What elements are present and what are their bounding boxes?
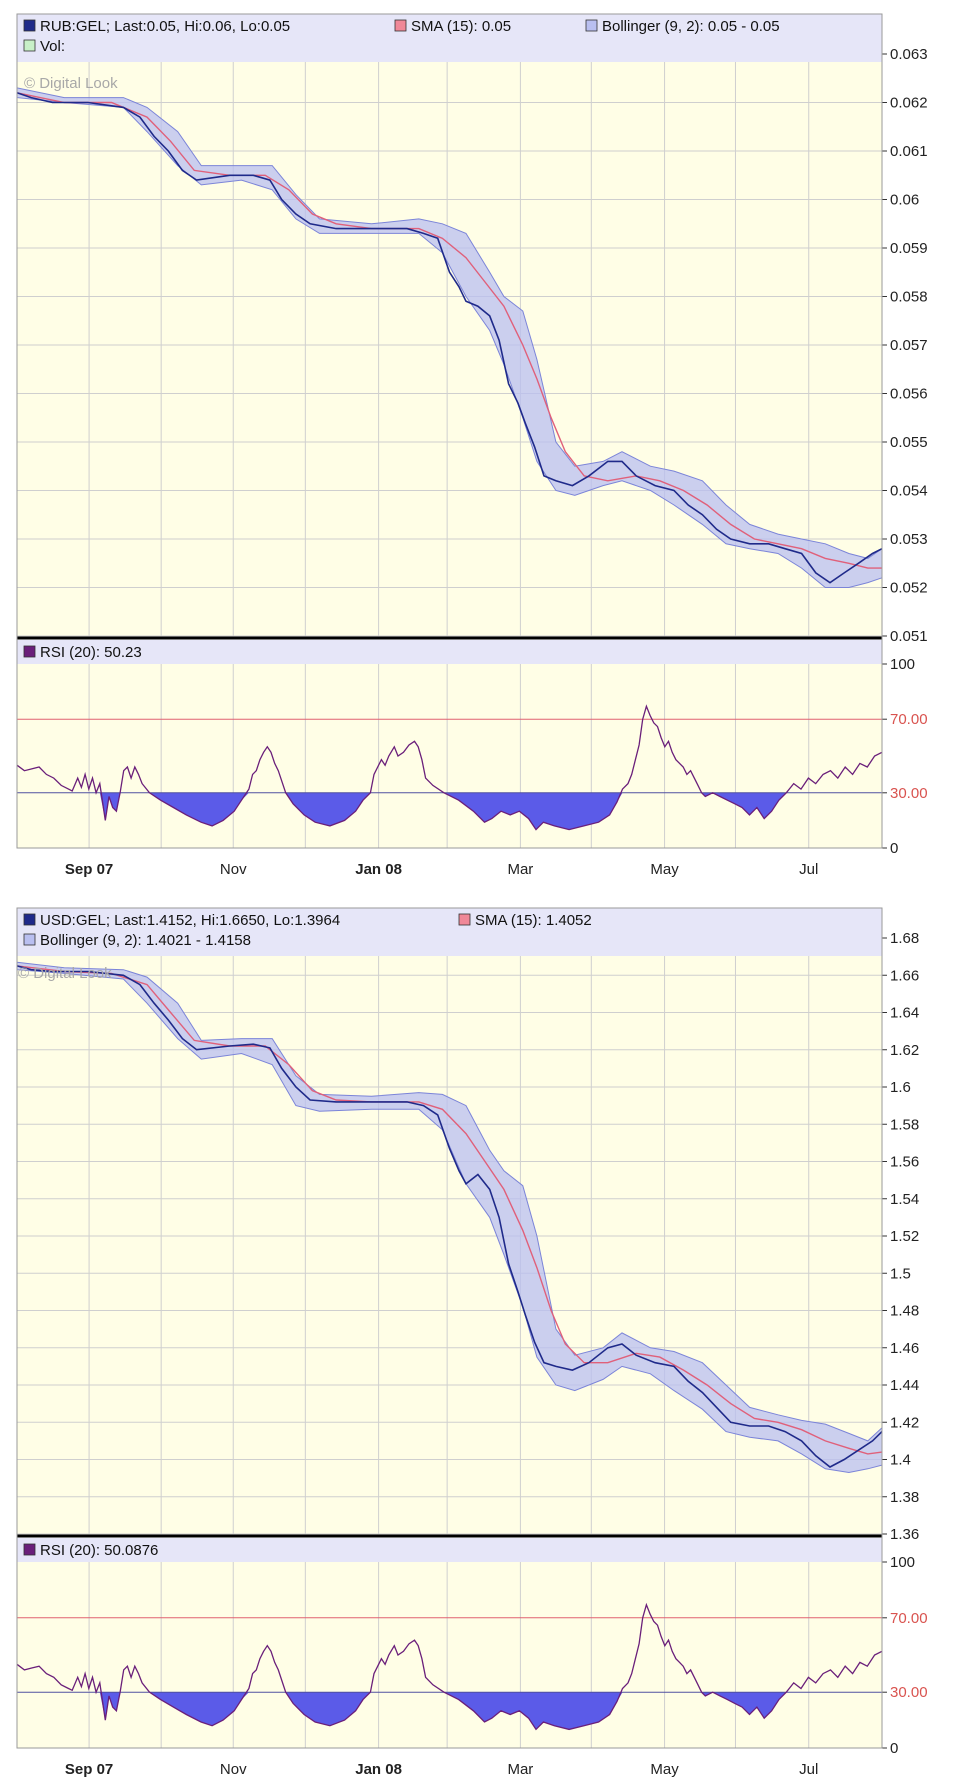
y-tick-label: 1.46 (890, 1340, 919, 1357)
bollinger-legend-label: Bollinger (9, 2): 1.4021 - 1.4158 (40, 932, 251, 949)
usd-gel-chart-svg: © Digital Look USD:GEL; Last:1.4152, Hi:… (16, 907, 928, 1778)
y-tick-label: 1.62 (890, 1042, 919, 1059)
x-tick-label: Nov (220, 1761, 247, 1778)
price-legend-swatch (23, 913, 36, 926)
rsi-y-tick-label: 30.00 (890, 785, 928, 802)
y-tick-label: 0.062 (890, 95, 928, 112)
price-line (16, 965, 883, 1468)
sma-legend-swatch (458, 913, 471, 926)
rsi-panel-bg (17, 640, 882, 848)
y-tick-label: 1.52 (890, 1228, 919, 1245)
y-tick-label: 0.063 (890, 46, 928, 63)
x-tick-label: May (650, 861, 679, 878)
rsi-oversold-fill (17, 1692, 882, 1730)
y-tick-label: 1.56 (890, 1154, 919, 1171)
rsi-y-tick-label: 70.00 (890, 711, 928, 728)
rsi-y-tick-label: 70.00 (890, 1610, 928, 1627)
x-tick-label: Sep 07 (65, 861, 113, 878)
price-legend-swatch (23, 19, 36, 32)
price-horizontal-grid (17, 974, 882, 1535)
rsi-y-tick-label: 100 (890, 656, 915, 673)
y-tick-label: 0.058 (890, 289, 928, 306)
bollinger-legend-swatch (23, 933, 36, 946)
y-tick-label: 1.58 (890, 1116, 919, 1133)
rsi-y-axis: 100 70.00 30.00 0 (882, 656, 928, 857)
legend-bar (17, 14, 882, 62)
x-tick-label: Jul (799, 1761, 818, 1778)
y-tick-label: 0.053 (890, 531, 928, 548)
rsi-y-axis: 100 70.00 30.00 0 (882, 1554, 928, 1757)
rsi-oversold-fill (17, 792, 882, 830)
price-line (16, 92, 883, 584)
bollinger-legend-swatch (585, 19, 598, 32)
x-tick-label: Mar (507, 861, 533, 878)
rsi-legend-bar (17, 640, 882, 664)
rsi-legend-swatch (23, 1543, 36, 1556)
y-tick-label: 1.4 (890, 1452, 911, 1469)
x-tick-label: Jan 08 (355, 861, 402, 878)
price-legend-label: RUB:GEL; Last:0.05, Hi:0.06, Lo:0.05 (40, 18, 290, 35)
rsi-y-tick-label: 0 (890, 1740, 898, 1757)
x-tick-label: Jan 08 (355, 1761, 402, 1778)
y-tick-label: 0.056 (890, 386, 928, 403)
y-tick-label: 0.059 (890, 240, 928, 257)
price-y-axis: 1.68 1.66 1.64 1.62 1.6 1.58 1.56 1.54 1.52 1.5 1.… (882, 930, 919, 1543)
y-tick-label: 0.061 (890, 143, 928, 160)
y-tick-label: 1.44 (890, 1377, 919, 1394)
sma-legend-label: SMA (15): 1.4052 (475, 912, 592, 929)
bollinger-legend-label: Bollinger (9, 2): 0.05 - 0.05 (602, 18, 780, 35)
sma-legend-swatch (394, 19, 407, 32)
chart-border (16, 907, 883, 1749)
sma-line (16, 965, 883, 1455)
legend-bar (17, 908, 882, 956)
rsi-legend-swatch (23, 645, 36, 658)
y-tick-label: 0.057 (890, 337, 928, 354)
rub-gel-chart-svg: © Digital Look RUB:GEL; Last:0.05, Hi:0.… (16, 13, 928, 878)
y-tick-label: 1.68 (890, 930, 919, 947)
rsi-legend-bar (17, 1538, 882, 1562)
rub-gel-chart: © Digital Look RUB:GEL; Last:0.05, Hi:0.… (0, 0, 960, 884)
price-y-axis: 0.063 0.062 0.061 0.06 0.059 0.058 0.057 0.056 0… (882, 46, 928, 645)
y-tick-label: 0.051 (890, 628, 928, 645)
rsi-panel-bg (17, 1538, 882, 1748)
rsi-legend-label: RSI (20): 50.0876 (40, 1542, 158, 1559)
rsi-y-tick-label: 100 (890, 1554, 915, 1571)
sma-legend-label: SMA (15): 0.05 (411, 18, 511, 35)
usd-gel-chart: © Digital Look USD:GEL; Last:1.4152, Hi:… (0, 896, 960, 1784)
y-tick-label: 0.054 (890, 483, 928, 500)
x-axis-labels: Sep 07 Nov Jan 08 Mar May Jul (65, 861, 818, 878)
rsi-legend-label: RSI (20): 50.23 (40, 644, 142, 661)
price-legend-label: USD:GEL; Last:1.4152, Hi:1.6650, Lo:1.39… (40, 912, 340, 929)
x-tick-label: Jul (799, 861, 818, 878)
rsi-y-tick-label: 0 (890, 840, 898, 857)
watermark: © Digital Look (24, 75, 118, 92)
sma-line (16, 92, 882, 569)
rsi-line (16, 1602, 883, 1731)
y-tick-label: 1.54 (890, 1191, 919, 1208)
y-tick-label: 1.64 (890, 1005, 919, 1022)
x-tick-label: May (650, 1761, 679, 1778)
y-tick-label: 1.36 (890, 1526, 919, 1543)
y-tick-label: 0.055 (890, 434, 928, 451)
y-tick-label: 1.6 (890, 1079, 911, 1096)
x-tick-label: Mar (507, 1761, 533, 1778)
rsi-y-tick-label: 30.00 (890, 1684, 928, 1701)
y-tick-label: 1.66 (890, 967, 919, 984)
watermark: © Digital Look (18, 965, 112, 982)
rsi-line (16, 704, 883, 831)
vol-legend-swatch (23, 39, 36, 52)
y-tick-label: 0.06 (890, 192, 919, 209)
x-tick-label: Sep 07 (65, 1761, 113, 1778)
price-vertical-grid (88, 956, 883, 1536)
y-tick-label: 1.38 (890, 1489, 919, 1506)
y-tick-label: 1.5 (890, 1265, 911, 1282)
vol-legend-label: Vol: (40, 38, 65, 55)
chart-border (16, 13, 883, 849)
x-tick-label: Nov (220, 861, 247, 878)
x-axis-labels: Sep 07 Nov Jan 08 Mar May Jul (65, 1761, 818, 1778)
y-tick-label: 1.42 (890, 1414, 919, 1431)
y-tick-label: 1.48 (890, 1303, 919, 1320)
y-tick-label: 0.052 (890, 580, 928, 597)
